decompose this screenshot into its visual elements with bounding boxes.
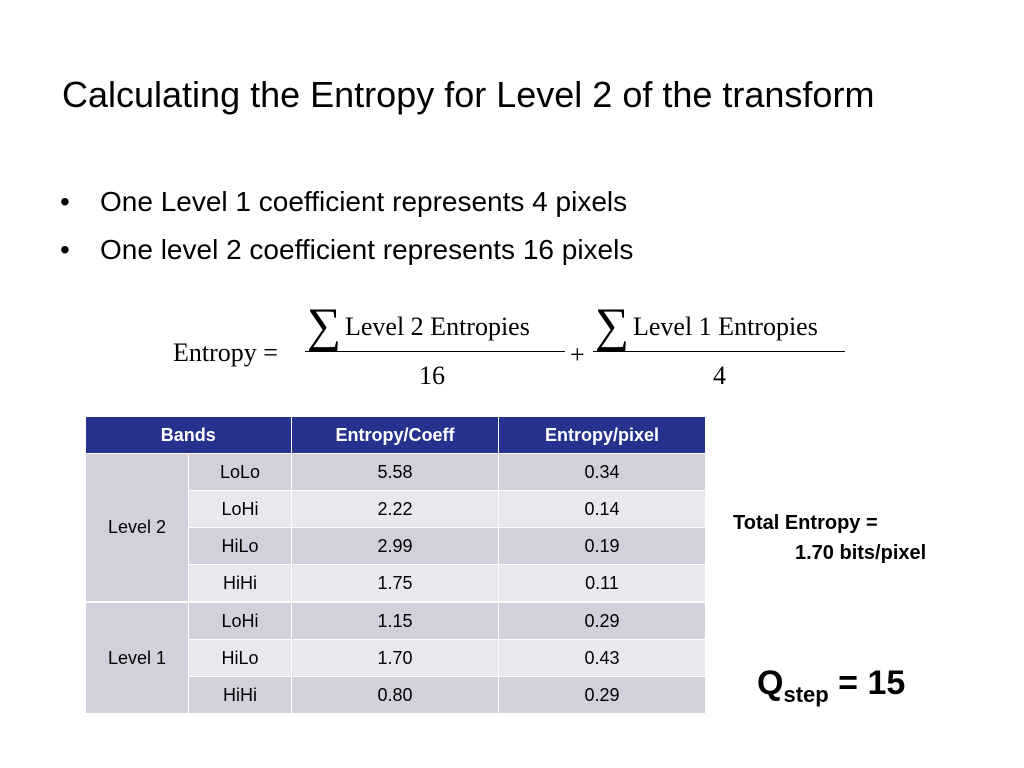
table-row: Level 2 LoLo 5.58 0.34 [85, 453, 706, 603]
term1-denominator: 16 [419, 361, 445, 390]
slide-title: Calculating the Entropy for Level 2 of t… [62, 74, 875, 115]
pixel-cell: 0.14 [498, 490, 706, 528]
bullet-text: One Level 1 coefficient represents 4 pix… [100, 186, 628, 217]
entropy-formula: Entropy = ∑ Level 2 Entropies 16 + ∑ Lev… [173, 299, 863, 402]
coeff-cell: 2.99 [291, 527, 499, 565]
bullet-list: • One Level 1 coefficient represents 4 p… [60, 180, 633, 276]
bullet-text: One level 2 coefficient represents 16 pi… [100, 234, 634, 265]
coeff-cell: 0.80 [291, 676, 499, 714]
band-cell: LoHi [188, 490, 292, 528]
bullet-dot: • [60, 186, 70, 217]
band-cell: LoLo [188, 453, 292, 491]
pixel-cell: 0.43 [498, 639, 706, 677]
term1-numerator: Level 2 Entropies [345, 312, 530, 341]
pixel-cell: 0.19 [498, 527, 706, 565]
qstep-value: = 15 [828, 664, 906, 702]
pixel-cell: 0.34 [498, 453, 706, 491]
table-row: HiLo 2.99 0.19 [86, 527, 706, 565]
bullet-item: • One level 2 coefficient represents 16 … [60, 228, 633, 276]
pixel-cell: 0.11 [498, 564, 706, 603]
group-label: Level 2 [85, 453, 189, 603]
table-header-row: Bands Entropy/Coeff Entropy/pixel [85, 417, 706, 454]
header-entropy-coeff: Entropy/Coeff [291, 417, 499, 454]
term2-numerator: Level 1 Entropies [633, 312, 818, 341]
coeff-cell: 2.22 [291, 490, 499, 528]
band-cell: HiHi [188, 676, 292, 714]
header-entropy-pixel: Entropy/pixel [498, 417, 706, 454]
band-cell: HiLo [188, 527, 292, 565]
entropy-table: Bands Entropy/Coeff Entropy/pixel Level … [85, 417, 706, 714]
table-row: LoHi 2.22 0.14 [86, 490, 706, 528]
total-entropy-value: 1.70 bits/pixel [795, 542, 927, 564]
bullet-item: • One Level 1 coefficient represents 4 p… [60, 180, 633, 228]
qstep-subscript: step [783, 682, 829, 707]
pixel-cell: 0.29 [498, 676, 706, 714]
table-row: HiLo 1.70 0.43 [86, 639, 706, 677]
header-bands: Bands [85, 417, 292, 454]
band-cell: LoHi [188, 601, 292, 640]
coeff-cell: 5.58 [291, 453, 499, 491]
qstep-label: Qstep = 15 [757, 664, 905, 708]
band-cell: HiHi [188, 564, 292, 603]
sum-symbol: ∑ [595, 299, 630, 352]
band-cell: HiLo [188, 639, 292, 677]
pixel-cell: 0.29 [498, 601, 706, 640]
total-entropy: Total Entropy = 1.70 bits/pixel [733, 508, 926, 568]
table-row: HiHi 1.75 0.11 [86, 564, 706, 603]
formula-lhs: Entropy = [173, 338, 278, 367]
coeff-cell: 1.15 [291, 601, 499, 640]
qstep-q: Q [757, 664, 784, 702]
total-entropy-label: Total Entropy = [733, 512, 878, 534]
term2-denominator: 4 [713, 361, 726, 390]
table-row: Level 1 LoHi 1.15 0.29 [85, 601, 706, 714]
table-row: HiHi 0.80 0.29 [86, 676, 706, 714]
term2-fraction-bar [593, 351, 845, 352]
plus-sign: + [570, 340, 585, 369]
coeff-cell: 1.75 [291, 564, 499, 603]
sum-symbol: ∑ [307, 299, 342, 352]
bullet-dot: • [60, 234, 70, 265]
coeff-cell: 1.70 [291, 639, 499, 677]
term1-fraction-bar [305, 351, 565, 352]
group-label: Level 1 [85, 601, 189, 714]
